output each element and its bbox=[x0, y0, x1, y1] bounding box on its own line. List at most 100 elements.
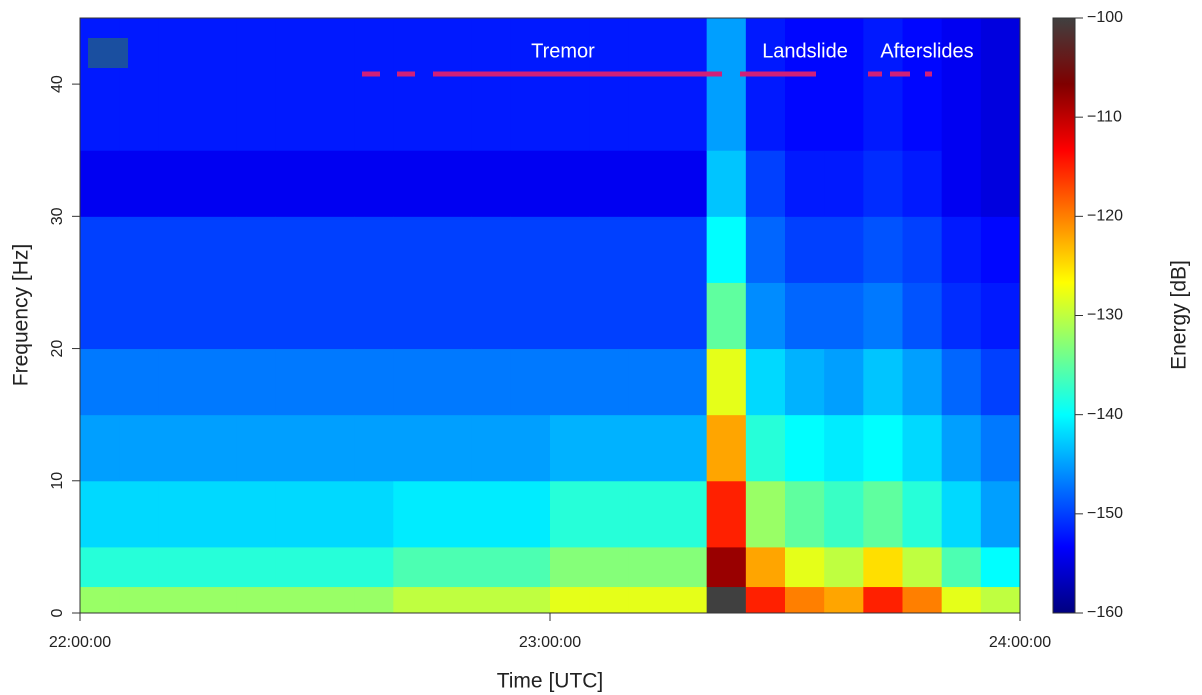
cell bbox=[119, 348, 159, 416]
cell bbox=[315, 348, 355, 416]
cell bbox=[706, 480, 747, 548]
cell bbox=[158, 348, 198, 416]
cell bbox=[354, 348, 394, 416]
cell bbox=[315, 480, 355, 548]
colorbar-tick-label: −160 bbox=[1087, 604, 1123, 621]
cell bbox=[432, 150, 473, 217]
cell bbox=[432, 216, 473, 283]
cell bbox=[236, 546, 277, 588]
cell bbox=[393, 150, 433, 217]
cell bbox=[275, 546, 316, 588]
cell bbox=[785, 546, 825, 588]
cell bbox=[275, 480, 316, 548]
cell bbox=[824, 414, 864, 482]
cell bbox=[197, 282, 238, 350]
cell bbox=[824, 282, 864, 350]
cell bbox=[941, 480, 982, 548]
y-tick-label: 20 bbox=[49, 340, 66, 358]
cell bbox=[824, 216, 864, 283]
cell bbox=[354, 586, 394, 614]
colorbar-tick-label: −150 bbox=[1087, 505, 1123, 522]
cell bbox=[863, 150, 903, 217]
cell bbox=[158, 282, 198, 350]
cell bbox=[236, 282, 277, 350]
cell bbox=[275, 150, 316, 217]
cell bbox=[706, 282, 747, 350]
cell bbox=[432, 586, 473, 614]
cell bbox=[158, 18, 198, 151]
cell bbox=[550, 18, 590, 151]
cell bbox=[785, 18, 825, 151]
cell bbox=[667, 282, 708, 350]
cell bbox=[980, 586, 1021, 614]
cell bbox=[80, 546, 120, 588]
cell bbox=[393, 480, 433, 548]
cell bbox=[158, 150, 198, 217]
cell bbox=[393, 348, 433, 416]
cell bbox=[275, 414, 316, 482]
cell bbox=[941, 414, 982, 482]
cell bbox=[745, 216, 786, 283]
cell bbox=[354, 480, 394, 548]
cell bbox=[785, 216, 825, 283]
cell bbox=[706, 18, 747, 151]
colorbar-tick-label: −110 bbox=[1087, 108, 1122, 125]
cell bbox=[471, 348, 512, 416]
cell bbox=[941, 348, 982, 416]
cell bbox=[941, 586, 982, 614]
cell bbox=[80, 348, 120, 416]
cell bbox=[667, 18, 708, 151]
cell bbox=[550, 586, 590, 614]
cell bbox=[745, 348, 786, 416]
cell bbox=[589, 18, 629, 151]
colorbar-label: Energy [dB] bbox=[1168, 260, 1191, 370]
cell bbox=[393, 586, 433, 614]
cell bbox=[432, 18, 473, 151]
cell bbox=[315, 150, 355, 217]
cell bbox=[706, 414, 747, 482]
cell bbox=[785, 150, 825, 217]
cell bbox=[706, 348, 747, 416]
cell bbox=[471, 546, 512, 588]
cell bbox=[510, 282, 551, 350]
colorbar-tick-label: −120 bbox=[1087, 208, 1123, 225]
cell bbox=[432, 480, 473, 548]
cell bbox=[863, 282, 903, 350]
cell bbox=[197, 480, 238, 548]
cell bbox=[354, 18, 394, 151]
cell bbox=[863, 216, 903, 283]
cell bbox=[510, 18, 551, 151]
colorbar bbox=[1052, 17, 1076, 614]
cell bbox=[119, 546, 159, 588]
y-tick-label: 10 bbox=[49, 472, 66, 490]
cell bbox=[980, 150, 1021, 217]
cell bbox=[315, 18, 355, 151]
cell bbox=[902, 348, 943, 416]
cell bbox=[589, 282, 629, 350]
cell bbox=[197, 414, 238, 482]
cell bbox=[197, 586, 238, 614]
cell bbox=[941, 546, 982, 588]
cell bbox=[628, 480, 668, 548]
cell bbox=[550, 348, 590, 416]
cell bbox=[354, 150, 394, 217]
cell bbox=[745, 414, 786, 482]
cell bbox=[667, 150, 708, 217]
cell bbox=[510, 216, 551, 283]
cell bbox=[550, 216, 590, 283]
cell bbox=[315, 282, 355, 350]
cell bbox=[902, 216, 943, 283]
cell bbox=[745, 586, 786, 614]
cell bbox=[902, 546, 943, 588]
cell bbox=[628, 216, 668, 283]
cell bbox=[667, 546, 708, 588]
cell bbox=[158, 216, 198, 283]
cell bbox=[197, 348, 238, 416]
y-tick-label: 0 bbox=[49, 608, 66, 617]
cell bbox=[432, 282, 473, 350]
cell bbox=[824, 546, 864, 588]
cell bbox=[354, 546, 394, 588]
cell bbox=[589, 586, 629, 614]
cell bbox=[197, 18, 238, 151]
